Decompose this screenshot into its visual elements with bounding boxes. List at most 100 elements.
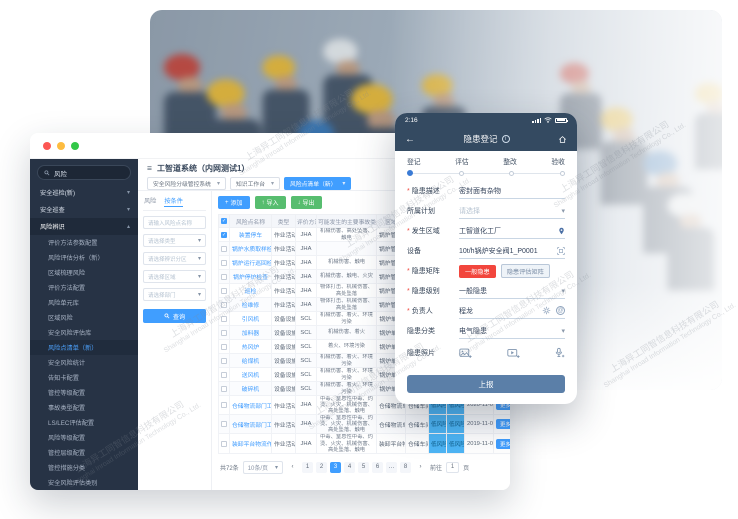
matrix-evaluate-button[interactable]: 隐患评估矩阵 — [500, 264, 550, 278]
export-button[interactable]: ↓ 导出 — [290, 196, 322, 209]
risk-point-link[interactable]: 引风机 — [241, 317, 260, 323]
row-checkbox[interactable] — [221, 421, 227, 428]
row-checkbox[interactable] — [221, 440, 227, 447]
step-label[interactable]: 评估 — [455, 159, 469, 166]
filter-tab-condition[interactable]: 按条件 — [164, 198, 183, 207]
risk-point-link[interactable]: 破碎机 — [241, 387, 260, 393]
page-button[interactable]: 6 — [372, 461, 384, 473]
sidebar-group[interactable]: 安全巡检(新) ▾ — [30, 184, 138, 201]
add-photo-icon[interactable] — [459, 348, 472, 359]
row-checkbox[interactable] — [221, 371, 227, 378]
category-select[interactable]: 电气隐患 ▾ — [459, 323, 565, 339]
filter-select[interactable]: 请选择部门 ▾ — [143, 288, 206, 301]
sidebar-item[interactable]: 管控措施分类 — [30, 460, 138, 475]
risk-point-link[interactable]: 锅炉运行巡回检查 — [232, 261, 271, 267]
page-button[interactable]: 1 — [302, 461, 314, 473]
sidebar-item[interactable]: 评价方法配置 — [30, 280, 138, 295]
sidebar-item[interactable]: 管控等级配置 — [30, 385, 138, 400]
page-button[interactable]: 5 — [358, 461, 370, 473]
sidebar-item[interactable]: 风险评估分析（新） — [30, 250, 138, 265]
import-button[interactable]: ↑ 导入 — [254, 196, 286, 209]
risk-point-link[interactable]: 仓储物流部门工作 — [232, 403, 271, 410]
row-checkbox[interactable] — [221, 402, 227, 409]
sidebar-item[interactable]: 风险单元库 — [30, 295, 138, 310]
sidebar-group[interactable]: 安全巡查 ▾ — [30, 201, 138, 218]
sidebar-item[interactable]: 评价方法参数配置 — [30, 235, 138, 250]
step-label[interactable]: 整改 — [503, 159, 517, 166]
step-label[interactable]: 验收 — [551, 159, 565, 166]
tab-chip-active[interactable]: 风险点清单（新） ▾ — [284, 177, 352, 190]
page-button[interactable]: 8 — [400, 461, 412, 473]
device-picker[interactable]: 10t/h锅炉安全阀1_P0001 — [459, 243, 565, 259]
tab-chip-1[interactable]: 安全风险分级管控系统 ▾ — [147, 177, 226, 190]
page-size-select[interactable]: 10条/页 ▾ — [242, 460, 284, 474]
sidebar-item[interactable]: 告知卡配置 — [30, 370, 138, 385]
filter-select[interactable]: 请选择辨识分区 ▾ — [143, 252, 206, 265]
level-select[interactable]: 一般隐患 ▾ — [459, 283, 565, 299]
row-more-button[interactable]: 更多 — [496, 419, 510, 430]
risk-point-link[interactable]: 热风炉 — [241, 345, 260, 351]
row-checkbox[interactable] — [221, 259, 227, 266]
filter-tab-risk[interactable]: 风险 — [144, 198, 157, 205]
row-checkbox[interactable] — [221, 385, 227, 392]
risk-point-link[interactable]: 加料器 — [241, 331, 260, 337]
minimize-window-icon[interactable] — [57, 141, 65, 150]
row-checkbox[interactable] — [221, 357, 227, 364]
sidebar-item[interactable]: 风险点清单（新） — [30, 340, 138, 355]
tab-chip-2[interactable]: 知识工作台 ▾ — [230, 177, 281, 190]
risk-point-link[interactable]: 锅炉水质取样检查 — [232, 247, 271, 253]
info-icon[interactable]: i — [501, 135, 510, 143]
risk-point-link[interactable]: 检维修 — [241, 303, 260, 309]
sidebar-item[interactable]: 事故类型配置 — [30, 400, 138, 415]
add-button[interactable]: + 添加 — [218, 196, 250, 209]
sidebar-item[interactable]: 管控层级配置 — [30, 445, 138, 460]
filter-select[interactable]: 请选择类型 ▾ — [143, 234, 206, 247]
row-more-button[interactable]: 更多 — [496, 438, 510, 449]
risk-point-link[interactable]: 装置停车 — [238, 233, 263, 239]
row-checkbox[interactable] — [221, 301, 227, 308]
row-checkbox[interactable] — [221, 287, 227, 294]
back-icon[interactable]: ← — [405, 133, 415, 145]
gear-icon[interactable] — [542, 306, 551, 315]
owner-picker[interactable]: 程龙 @ — [459, 303, 565, 319]
submit-button[interactable]: 上报 — [407, 375, 565, 393]
row-checkbox[interactable] — [221, 343, 227, 350]
mention-icon[interactable]: @ — [556, 306, 565, 315]
hazard-desc-input[interactable]: 密封面有杂物 — [459, 187, 501, 195]
sidebar-item[interactable]: 区域梳理风险 — [30, 265, 138, 280]
prev-page-button[interactable]: ‹ — [291, 464, 294, 471]
page-button[interactable]: 4 — [344, 461, 356, 473]
sidebar-item[interactable]: LS/LEC评估配置 — [30, 415, 138, 430]
page-button[interactable]: 3 — [330, 461, 342, 473]
sidebar-group[interactable]: 风险辨识 ▴ — [30, 218, 138, 235]
home-icon[interactable] — [558, 135, 567, 144]
query-button[interactable]: 查询 — [143, 309, 206, 323]
step-label[interactable]: 登记 — [407, 159, 421, 166]
sidebar-item[interactable]: 区域风险 — [30, 310, 138, 325]
row-checkbox[interactable]: ✓ — [221, 231, 227, 238]
row-more-button[interactable]: 更多 — [496, 400, 510, 411]
sidebar-item[interactable]: 风险等级配置 — [30, 430, 138, 445]
risk-point-link[interactable]: 巡检 — [244, 289, 257, 295]
add-video-icon[interactable] — [506, 348, 520, 359]
maximize-window-icon[interactable] — [71, 141, 79, 150]
filter-input[interactable]: 请输入风险点名称 — [143, 216, 206, 229]
page-button[interactable]: 2 — [316, 461, 328, 473]
area-picker[interactable]: 工智道化工厂 — [459, 223, 565, 239]
risk-point-link[interactable]: 给煤机 — [241, 359, 260, 365]
next-page-button[interactable]: › — [419, 464, 422, 471]
row-checkbox[interactable] — [221, 329, 227, 336]
filter-select[interactable]: 请选择区域 ▾ — [143, 270, 206, 283]
row-checkbox[interactable] — [221, 245, 227, 252]
location-pin-icon[interactable] — [558, 227, 565, 235]
plan-select[interactable]: 请选择 ▾ — [459, 203, 565, 219]
sidebar-search-input[interactable]: 风险 — [37, 165, 131, 180]
add-audio-icon[interactable] — [554, 347, 565, 359]
close-window-icon[interactable] — [43, 141, 51, 150]
sidebar-item[interactable]: 安全风险评估库 — [30, 325, 138, 340]
goto-page-input[interactable]: 1 — [446, 461, 460, 473]
sidebar-item[interactable]: 安全风险评估类别 — [30, 475, 138, 490]
risk-point-link[interactable]: 送风机 — [241, 373, 260, 379]
select-all-checkbox[interactable]: ✓ — [221, 218, 227, 224]
